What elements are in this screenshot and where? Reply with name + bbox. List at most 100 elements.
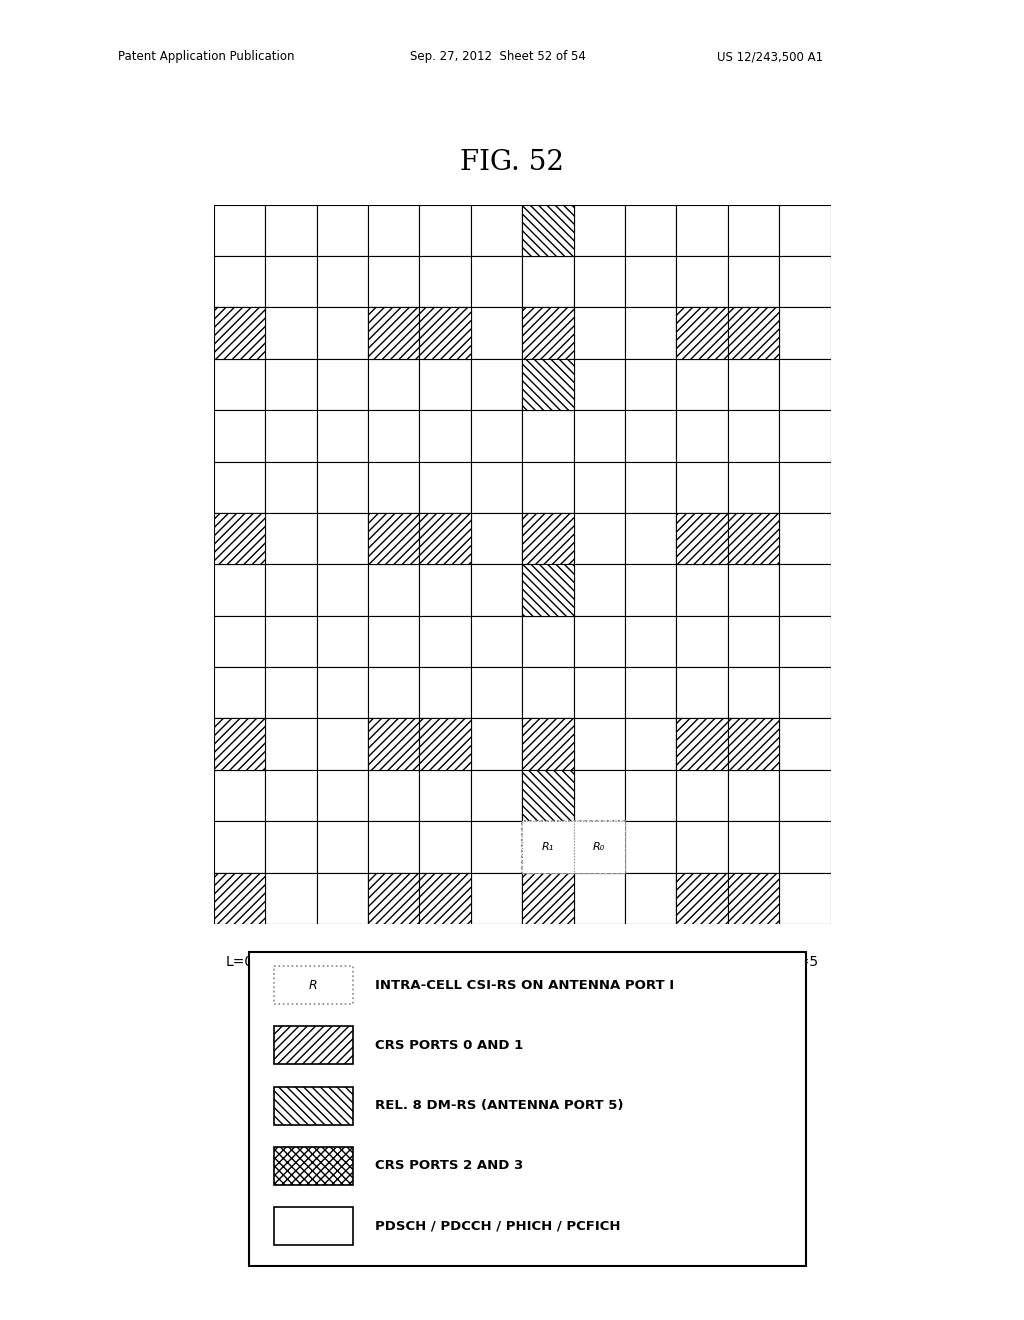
Bar [265,462,316,513]
Bar [728,513,779,565]
Bar [677,513,728,565]
Bar [214,873,265,924]
Bar [677,359,728,411]
Bar [368,565,420,615]
Text: R₁: R₁ [542,842,554,851]
Bar [522,462,573,513]
Bar [728,205,779,256]
Bar [522,359,573,411]
Bar [728,359,779,411]
Bar [471,615,522,667]
Bar [265,770,316,821]
Bar [728,873,779,924]
Bar [522,821,625,873]
Bar [368,821,420,873]
Bar [728,718,779,770]
Text: INTRA-CELL CSI-RS ON ANTENNA PORT I: INTRA-CELL CSI-RS ON ANTENNA PORT I [375,978,675,991]
Bar [625,256,677,308]
Bar [573,359,625,411]
Bar [779,873,830,924]
Bar [420,462,471,513]
Bar [368,359,420,411]
Bar [677,615,728,667]
Bar [214,873,265,924]
Text: PDSCH / PDCCH / PHICH / PCFICH: PDSCH / PDCCH / PHICH / PCFICH [375,1220,621,1233]
Bar [265,411,316,462]
Bar [471,462,522,513]
Bar [471,873,522,924]
Bar [420,308,471,359]
Bar [420,308,471,359]
Bar [779,462,830,513]
Bar [779,718,830,770]
Bar [522,205,573,256]
Bar [728,565,779,615]
Bar [316,205,368,256]
Bar [471,308,522,359]
Text: L=5: L=5 [791,954,819,969]
Text: REL. 8 DM-RS (ANTENNA PORT 5): REL. 8 DM-RS (ANTENNA PORT 5) [375,1100,624,1113]
Bar [471,770,522,821]
Bar [779,770,830,821]
Bar [214,462,265,513]
Bar [368,513,420,565]
Bar [522,513,573,565]
Bar [368,308,420,359]
Bar [368,256,420,308]
Bar [316,667,368,718]
Bar [214,615,265,667]
Bar [779,359,830,411]
Text: CRS PORTS 0 AND 1: CRS PORTS 0 AND 1 [375,1039,523,1052]
Bar [368,513,420,565]
Bar [265,256,316,308]
Bar [625,513,677,565]
Bar [420,718,471,770]
Bar [573,770,625,821]
Bar [316,359,368,411]
Text: US 12/243,500 A1: US 12/243,500 A1 [717,50,823,63]
Bar [368,770,420,821]
Bar [728,615,779,667]
Bar [728,667,779,718]
Bar [471,256,522,308]
Bar [522,513,573,565]
Bar [573,308,625,359]
Bar [471,718,522,770]
Bar [625,873,677,924]
Bar [420,513,471,565]
Bar [522,256,573,308]
Bar [522,873,573,924]
Bar [471,359,522,411]
Bar [368,718,420,770]
Bar [573,667,625,718]
Bar [274,1027,352,1064]
Bar [265,873,316,924]
Bar [274,1206,352,1245]
Bar [316,513,368,565]
Bar [420,667,471,718]
Bar [573,873,625,924]
Bar [471,565,522,615]
Bar [522,718,573,770]
Bar [420,615,471,667]
Text: L=0: L=0 [534,954,562,969]
Bar [677,718,728,770]
Bar [677,513,728,565]
Bar [368,462,420,513]
Bar [625,770,677,821]
Bar [522,205,573,256]
Bar [677,718,728,770]
Bar [265,308,316,359]
Bar [728,411,779,462]
Text: CRS PORTS 2 AND 3: CRS PORTS 2 AND 3 [375,1159,523,1172]
Bar [573,718,625,770]
Bar [214,308,265,359]
Bar [522,873,573,924]
Bar [274,1147,352,1185]
Bar [573,256,625,308]
Bar [368,873,420,924]
Bar [625,462,677,513]
Bar [677,256,728,308]
Bar [214,565,265,615]
Bar [522,770,573,821]
